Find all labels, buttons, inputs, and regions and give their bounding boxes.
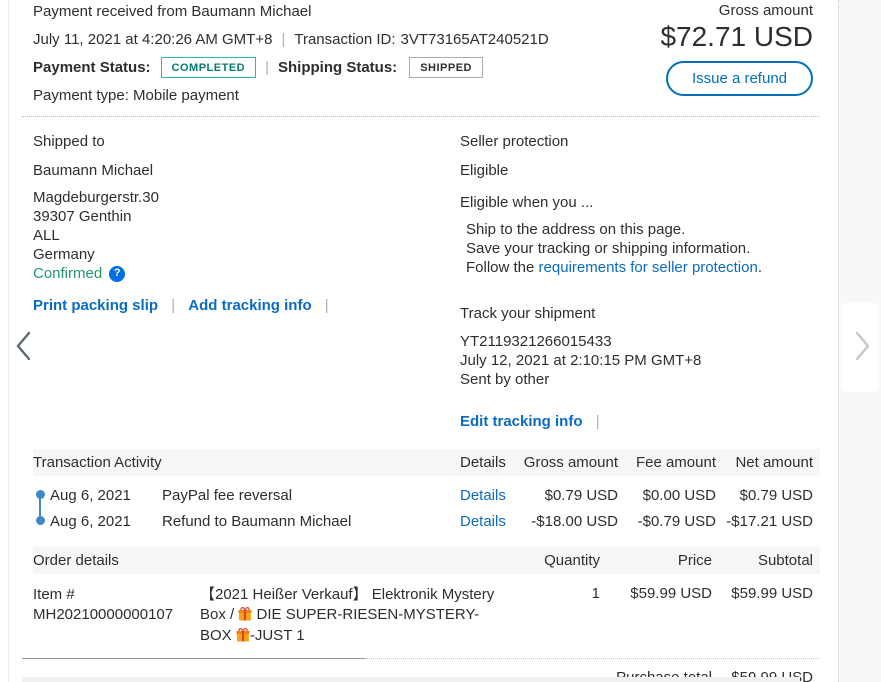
status-row: Payment Status: COMPLETED | Shipping Sta… [33, 57, 549, 78]
recipient-name: Baumann Michael [33, 162, 154, 179]
address-confirmed-label: Confirmed [33, 265, 103, 282]
activity-net: $0.79 USD [739, 486, 813, 504]
shipping-status-badge: SHIPPED [409, 57, 483, 78]
activity-fee: -$0.79 USD [637, 512, 716, 530]
shipped-to-section: Shipped to Baumann Michael Magdeburgerst… [33, 132, 460, 449]
gift-icon [238, 606, 252, 627]
payment-status-label: Payment Status: [33, 58, 151, 76]
item-number: Item # MH20210000000107 [33, 586, 174, 623]
item-name: 【2021 Heißer Verkauf】 Elektronik Mystery… [200, 585, 510, 648]
activity-fee: $0.00 USD [642, 486, 716, 504]
page-title: Payment received from Baumann Michael [33, 3, 312, 20]
column-header-fee: Fee amount [635, 454, 716, 471]
activity-net: -$17.21 USD [726, 512, 813, 530]
eligibility-requirements: Ship to the address on this page. Save y… [460, 220, 820, 277]
tracking-carrier: Sent by other [460, 371, 550, 388]
order-details-title: Order details [33, 552, 119, 569]
order-details-header: Order details Quantity Price Subtotal [33, 547, 820, 574]
eligible-when-label: Eligible when you ... [460, 194, 594, 211]
column-header-gross: Gross amount [523, 454, 618, 471]
item-price: $59.99 USD [630, 585, 712, 602]
requirement-item: Ship to the address on this page. [466, 221, 686, 238]
edit-tracking-info-link[interactable]: Edit tracking info [460, 413, 583, 430]
tracking-number: YT2119321266015433 [460, 333, 612, 350]
payment-header-left: Payment received from Baumann Michael Ju… [33, 2, 549, 106]
tracking-date: July 12, 2021 at 2:10:15 PM GMT+8 [460, 352, 702, 369]
transaction-activity-section: Transaction Activity Details Gross amoun… [33, 449, 820, 534]
order-item-row: Item # MH20210000000107 【2021 Heißer Ver… [33, 574, 820, 658]
seller-protection-title: Seller protection [460, 133, 569, 150]
gift-icon [236, 627, 250, 648]
transaction-id-label: Transaction ID: [294, 31, 396, 48]
order-details-section: Order details Quantity Price Subtotal It… [22, 547, 820, 682]
separator: | [595, 413, 600, 430]
details-link[interactable]: Details [460, 486, 506, 504]
column-header-details: Details [460, 454, 506, 471]
carousel-prev-button[interactable] [13, 330, 33, 365]
payment-header: Payment received from Baumann Michael Ju… [33, 0, 820, 106]
track-shipment-title: Track your shipment [460, 305, 596, 322]
item-quantity: 1 [591, 585, 600, 602]
transaction-id: 3VT73165AT240521D [400, 31, 549, 48]
payment-header-right: Gross amount $72.71 USD Issue a refund [660, 2, 820, 106]
shipped-to-title: Shipped to [33, 133, 105, 150]
carousel-next-button[interactable] [853, 330, 873, 365]
table-row: Aug 6, 2021 PayPal fee reversal Details … [33, 482, 820, 508]
next-section-strip [22, 677, 800, 682]
gross-amount-label: Gross amount [718, 2, 813, 19]
add-tracking-info-link[interactable]: Add tracking info [188, 297, 312, 314]
requirement-item: Follow the requirements for seller prote… [466, 259, 762, 276]
separator: | [171, 297, 176, 314]
seller-protection-status: Eligible [460, 162, 509, 179]
payment-type: Payment type: Mobile payment [33, 87, 239, 104]
transaction-activity-header: Transaction Activity Details Gross amoun… [33, 449, 820, 476]
date-transaction-row: July 11, 2021 at 4:20:26 AM GMT+8 | Tran… [33, 30, 549, 50]
chevron-left-icon [13, 331, 33, 365]
column-header-net: Net amount [735, 454, 813, 471]
transaction-activity-title: Transaction Activity [33, 454, 162, 471]
table-row: Aug 6, 2021 Refund to Baumann Michael De… [33, 508, 820, 534]
shipping-links: Print packing slip | Add tracking info | [33, 296, 460, 316]
column-header-price: Price [677, 552, 712, 569]
column-header-subtotal: Subtotal [757, 552, 813, 569]
details-link[interactable]: Details [460, 512, 506, 530]
section-divider [22, 116, 820, 117]
activity-gross: $0.79 USD [544, 486, 618, 504]
address-line: ALL [33, 227, 60, 244]
chevron-right-icon [853, 331, 873, 365]
separator: | [281, 31, 286, 48]
left-divider [8, 0, 9, 682]
right-rail [838, 0, 881, 682]
column-header-quantity: Quantity [544, 552, 600, 569]
timeline-dot-icon [36, 490, 45, 499]
seller-protection-section: Seller protection Eligible Eligible when… [460, 132, 820, 449]
activity-gross: -$18.00 USD [531, 512, 618, 530]
requirement-item: Save your tracking or shipping informati… [466, 240, 751, 257]
print-packing-slip-link[interactable]: Print packing slip [33, 297, 159, 314]
timeline-connector [39, 498, 41, 525]
shipping-address: Magdeburgerstr.30 39307 Genthin ALL Germ… [33, 188, 460, 283]
shipping-status-label: Shipping Status: [278, 58, 398, 76]
payment-date: July 11, 2021 at 4:20:26 AM GMT+8 [33, 31, 273, 48]
track-shipment-section: Track your shipment YT2119321266015433 J… [460, 304, 820, 432]
seller-protection-requirements-link[interactable]: requirements for seller protection [538, 259, 758, 276]
activity-date: Aug 6, 2021 [50, 486, 131, 504]
issue-refund-button[interactable]: Issue a refund [665, 61, 813, 96]
activity-description: PayPal fee reversal [162, 486, 293, 504]
activity-description: Refund to Baumann Michael [162, 512, 352, 530]
address-line: Magdeburgerstr.30 [33, 189, 159, 206]
item-subtotal: $59.99 USD [731, 585, 813, 602]
next-card [841, 302, 879, 392]
payment-status-badge: COMPLETED [160, 57, 257, 78]
separator: | [324, 297, 329, 314]
activity-date: Aug 6, 2021 [50, 512, 131, 530]
address-line: 39307 Genthin [33, 208, 132, 225]
help-question-icon[interactable]: ? [109, 265, 126, 282]
address-line: Germany [33, 246, 95, 263]
separator: | [265, 58, 270, 76]
gross-amount-value: $72.71 USD [660, 21, 813, 52]
